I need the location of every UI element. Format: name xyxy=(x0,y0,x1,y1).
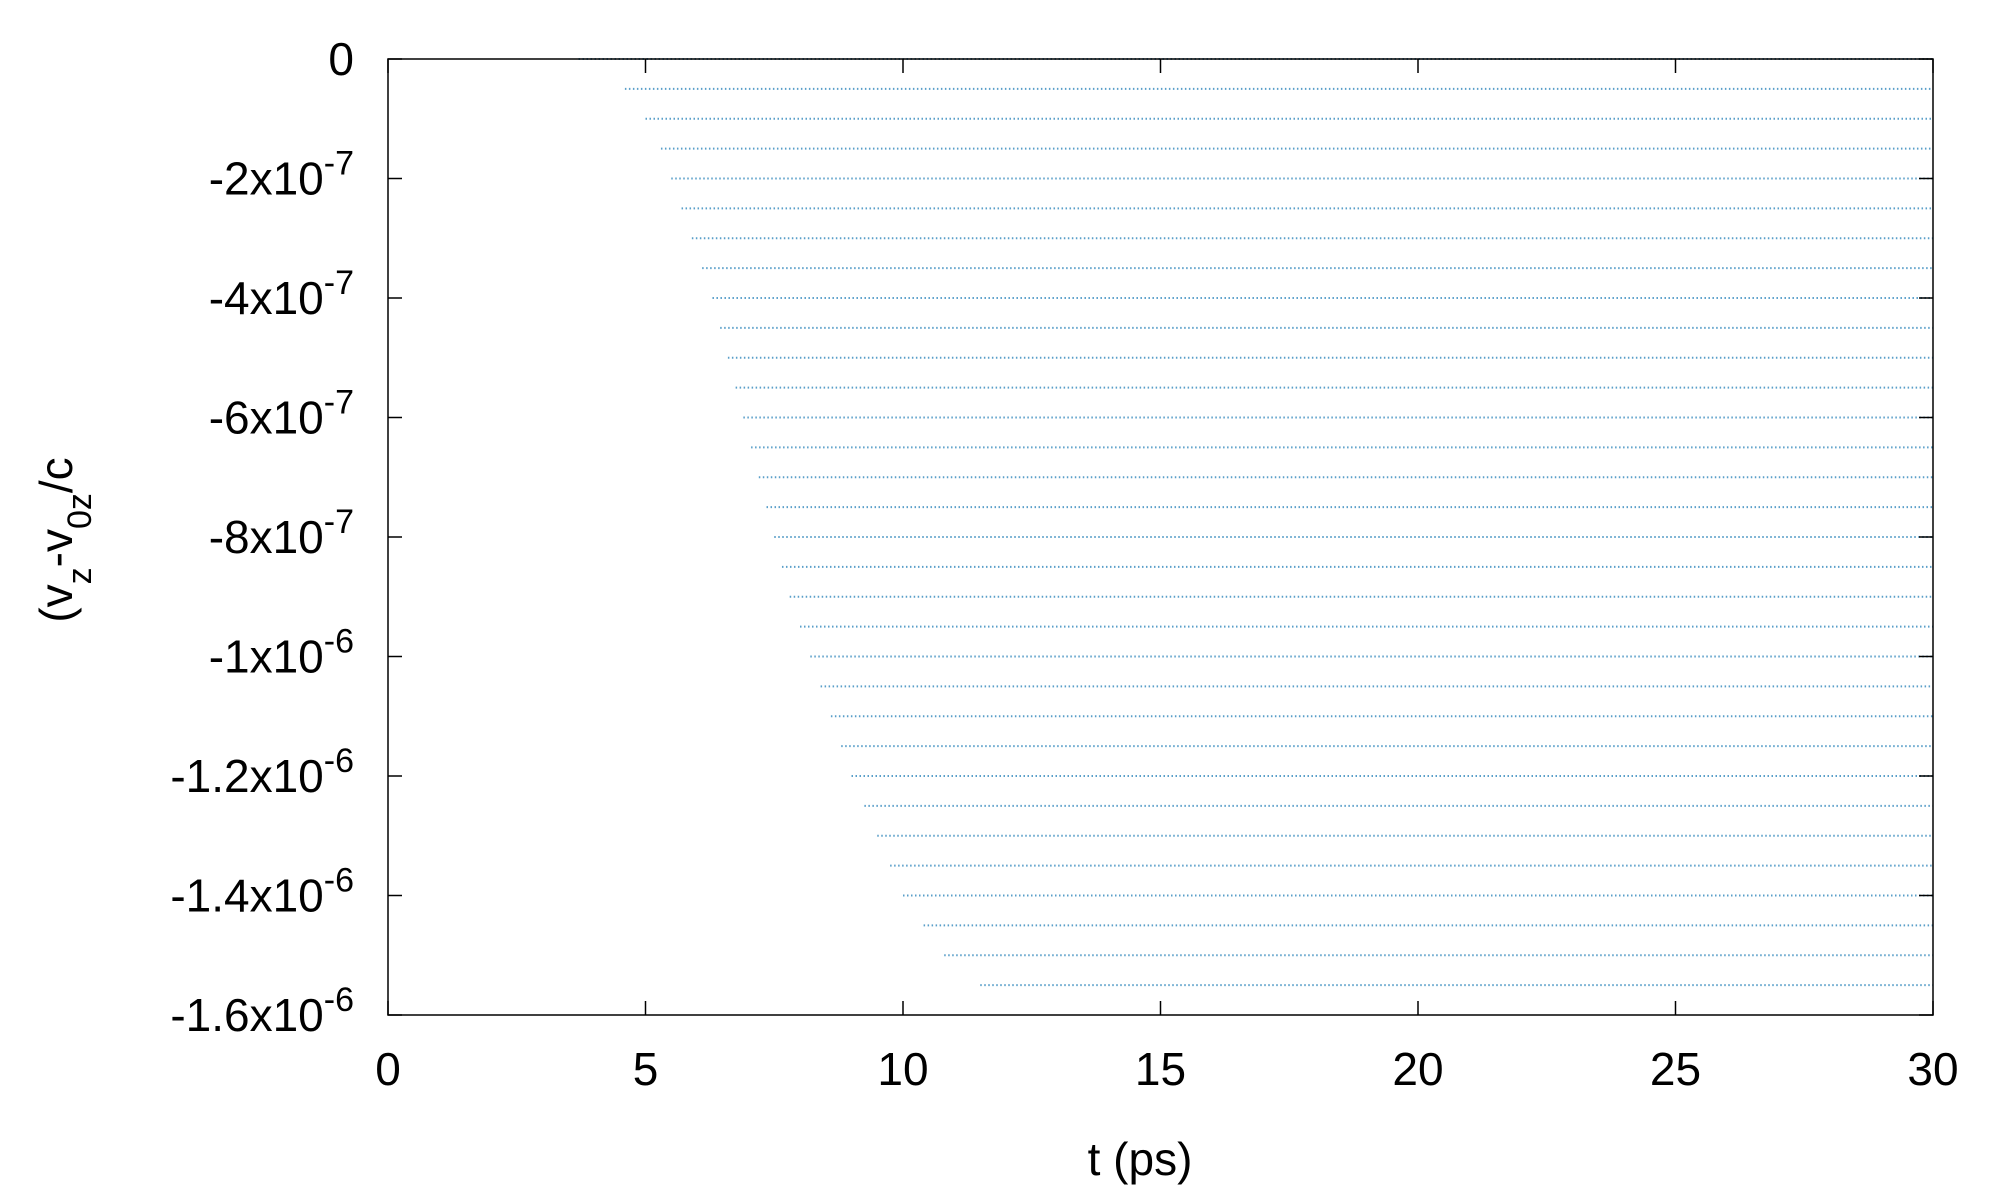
y-axis-label-part: -v xyxy=(30,529,82,567)
x-tick-label: 25 xyxy=(1650,1043,1701,1095)
y-tick-label-exponent: -7 xyxy=(324,264,354,302)
y-tick-label-base: -2x10 xyxy=(209,153,324,205)
y-tick-label-exponent: -6 xyxy=(324,742,354,780)
y-tick-label: -1x10-6 xyxy=(209,623,354,683)
y-tick-label-base: -1.6x10 xyxy=(170,989,323,1041)
y-tick-label-base: -1.4x10 xyxy=(170,870,323,922)
y-tick-label-base: -1.2x10 xyxy=(170,750,323,802)
y-tick-label: -6x10-7 xyxy=(209,384,354,444)
y-tick-label: -2x10-7 xyxy=(209,145,354,205)
x-tick-label: 0 xyxy=(375,1043,401,1095)
y-tick-label-exponent: -7 xyxy=(324,145,354,183)
y-tick-label-base: -4x10 xyxy=(209,272,324,324)
x-tick-label: 10 xyxy=(877,1043,928,1095)
y-tick-label: -1.2x10-6 xyxy=(170,742,354,802)
y-tick-label: -8x10-7 xyxy=(209,503,354,563)
y-tick-label-base: -8x10 xyxy=(209,511,324,563)
y-tick-label: -1.4x10-6 xyxy=(170,862,354,922)
y-tick-label: 0 xyxy=(328,33,354,85)
x-tick-label: 5 xyxy=(633,1043,659,1095)
y-axis-label-part: 0z xyxy=(61,493,99,529)
y-axis-label: (vz-v0z/c xyxy=(30,457,99,622)
x-tick-label: 30 xyxy=(1907,1043,1958,1095)
y-tick-label: -1.6x10-6 xyxy=(170,981,354,1041)
y-tick-label-exponent: -6 xyxy=(324,623,354,661)
y-axis-label-part: z xyxy=(61,567,99,584)
y-tick-label-base: -6x10 xyxy=(209,392,324,444)
y-tick-label-base: -1x10 xyxy=(209,631,324,683)
plot-frame xyxy=(387,58,1934,1016)
y-axis-label-part: (v xyxy=(30,584,82,622)
y-tick-label: -4x10-7 xyxy=(209,264,354,324)
y-tick-label-exponent: -7 xyxy=(324,384,354,422)
y-tick-label-exponent: -6 xyxy=(324,981,354,1019)
x-axis-label: t (ps) xyxy=(1088,1133,1193,1185)
x-tick-label: 20 xyxy=(1392,1043,1443,1095)
y-tick-label-exponent: -7 xyxy=(324,503,354,541)
y-axis-label-part: /c xyxy=(30,457,82,493)
y-tick-label-exponent: -6 xyxy=(324,862,354,900)
x-tick-label: 15 xyxy=(1135,1043,1186,1095)
